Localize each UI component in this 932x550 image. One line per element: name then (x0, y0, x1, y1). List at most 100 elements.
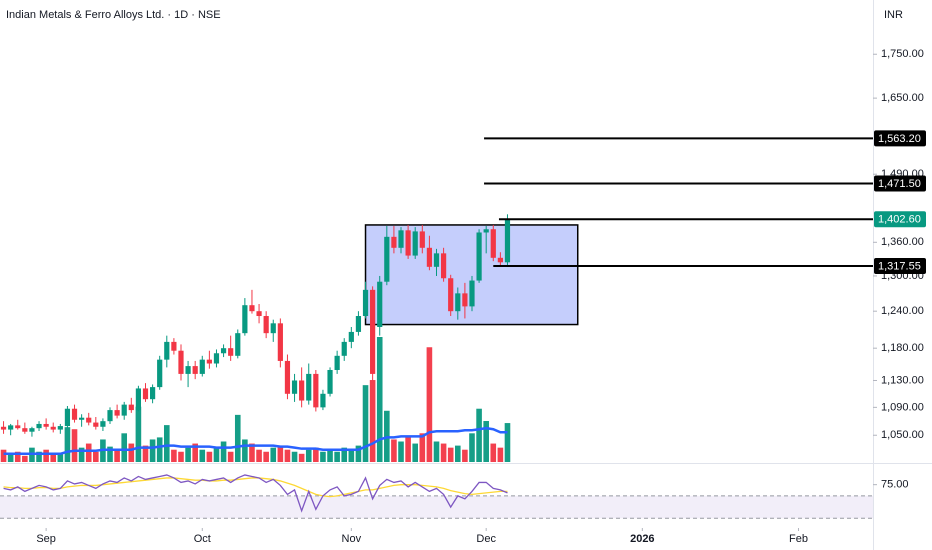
candle-body (455, 293, 461, 312)
candle-body (100, 421, 106, 427)
candle-body (93, 422, 99, 427)
volume-bar (313, 447, 319, 462)
volume-bar (0, 449, 7, 462)
volume-bar (433, 441, 440, 462)
volume-bar (305, 449, 312, 462)
candle-body (320, 393, 326, 408)
candle-body (149, 387, 156, 400)
candle-body (370, 289, 376, 374)
volume-bar (185, 447, 191, 462)
candle-body (448, 278, 454, 312)
volume-bar (227, 451, 234, 462)
volume-bar (14, 451, 21, 462)
y-tick-label: 1,130.00 (881, 374, 924, 386)
candle-body (469, 280, 475, 307)
volume-bar (149, 439, 156, 462)
level-label: 1,563.20 (878, 133, 921, 145)
candle-body (228, 348, 234, 356)
volume-bar (192, 443, 198, 462)
candle-body (313, 373, 319, 408)
rsi-ma (3, 477, 508, 498)
volume-bar (462, 449, 468, 462)
x-tick-label: 2026 (630, 533, 654, 545)
candle-body (192, 366, 198, 374)
candle-body (327, 369, 333, 394)
volume-bar (178, 451, 184, 462)
candle-body (213, 353, 220, 364)
candle-body (426, 247, 433, 267)
volume-bar (376, 337, 383, 462)
volume-bar (469, 433, 475, 462)
volume-bar (447, 447, 454, 462)
volume-bar (391, 439, 397, 462)
candle-body (57, 426, 63, 430)
candle-body (433, 253, 440, 267)
volume-bar (156, 437, 163, 462)
volume-bar (142, 445, 149, 462)
level-tag (874, 130, 926, 147)
volume-bar (426, 347, 433, 462)
volume-bar (22, 455, 28, 462)
volume-bar (497, 447, 504, 462)
level-label: 1,317.55 (878, 260, 921, 272)
candle-body (121, 404, 127, 416)
volume-bar (171, 449, 177, 462)
volume-bar (355, 445, 362, 462)
candle-body (504, 219, 511, 263)
candle-body (306, 373, 312, 401)
volume-bar (249, 443, 255, 462)
level-tag (874, 257, 926, 274)
x-tick-label: Dec (476, 533, 496, 545)
volume-bar (270, 447, 277, 462)
volume-bar (398, 441, 404, 462)
chart-title: Indian Metals & Ferro Alloys Ltd. · 1D ·… (6, 9, 221, 21)
candle-body (341, 341, 347, 356)
volume-bar (476, 408, 482, 462)
candle-body (362, 289, 369, 317)
volume-bar (348, 449, 355, 462)
candle-body (440, 253, 447, 279)
candle-body (86, 417, 92, 423)
volume-bar (327, 449, 333, 462)
y-tick-label: 1,750.00 (881, 48, 924, 60)
y-tick-label: 1,240.00 (881, 305, 924, 317)
volume-bar (256, 449, 262, 462)
volume-bar (128, 443, 135, 462)
candle-body (171, 341, 177, 351)
candle-body (50, 426, 56, 430)
candle-body (377, 281, 383, 327)
candle-body (185, 366, 191, 374)
volume-bar (121, 433, 128, 462)
candle-body (355, 316, 362, 332)
candle-body (476, 232, 482, 281)
y-tick-label: 1,180.00 (881, 342, 924, 354)
y-tick-label: 1,050.00 (881, 429, 924, 441)
volume-bar (284, 449, 291, 462)
candle-body (107, 410, 113, 422)
candle-body (135, 388, 142, 411)
volume-bar (85, 443, 92, 462)
volume-bar (405, 436, 411, 462)
volume-bar (50, 453, 57, 462)
candle-body (391, 236, 397, 248)
volume-bar (341, 447, 348, 462)
candle-body (334, 355, 340, 370)
candle-body (384, 236, 390, 282)
candle-body (398, 230, 404, 248)
volume-bar (362, 385, 369, 462)
candle-body (242, 305, 248, 334)
volume-ma (3, 426, 508, 456)
candle-body (142, 388, 149, 400)
rsi-tick-label: 75.00 (881, 479, 909, 491)
candle-body (128, 404, 134, 411)
candle-body (220, 348, 227, 354)
volume-bar (199, 449, 206, 462)
candle-body (249, 305, 255, 312)
volume-bar (504, 423, 511, 462)
volume-bar (334, 451, 340, 462)
volume-bar (320, 451, 326, 462)
volume-bar (454, 445, 461, 462)
candle-body (29, 428, 35, 432)
volume-bar (490, 443, 497, 462)
